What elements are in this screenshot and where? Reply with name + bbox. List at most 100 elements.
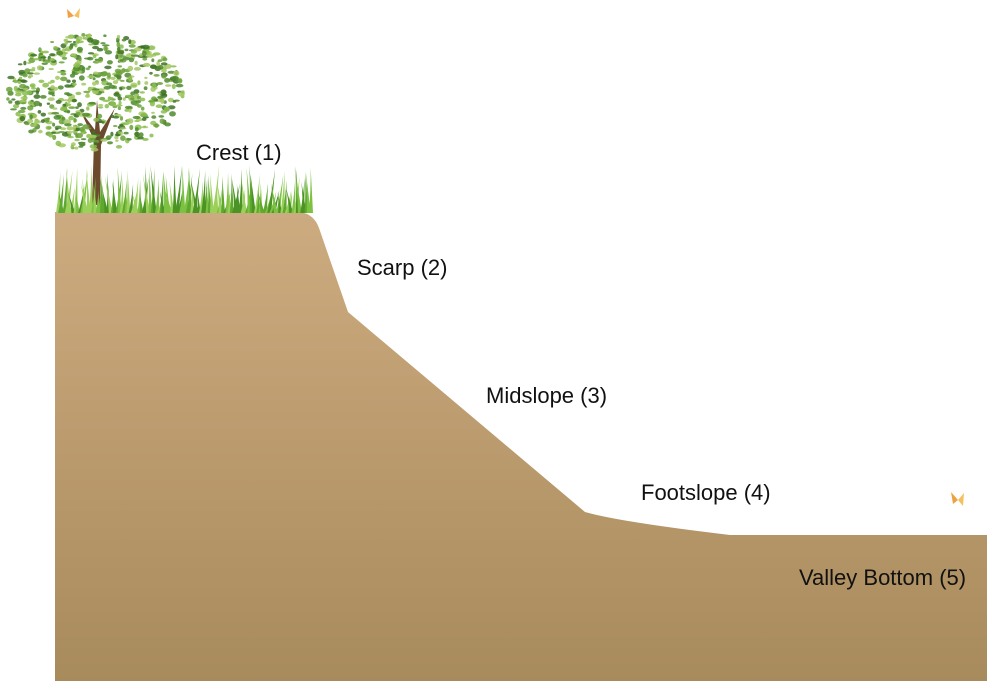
leaf — [92, 54, 97, 59]
leaf — [79, 143, 86, 146]
leaf — [115, 139, 119, 142]
leaf — [46, 102, 51, 105]
leaf — [13, 80, 18, 84]
leaf — [133, 89, 140, 94]
leaf — [53, 115, 62, 120]
grass-blade — [89, 165, 93, 213]
leaf — [97, 106, 104, 109]
leaf — [47, 81, 52, 85]
leaf — [97, 113, 103, 119]
leaf — [24, 122, 30, 126]
grass-blade — [66, 167, 71, 213]
leaf — [48, 132, 54, 138]
leaf — [92, 45, 99, 50]
leaf — [67, 111, 70, 114]
leaf — [92, 139, 100, 144]
leaf — [71, 82, 77, 86]
leaf — [151, 83, 157, 88]
leaf — [55, 75, 60, 80]
leaf — [119, 123, 124, 127]
leaf — [35, 90, 40, 95]
grass-blade — [267, 169, 276, 213]
grass-blade — [291, 176, 296, 213]
leaf — [30, 84, 35, 87]
leaf — [173, 99, 180, 102]
label: Midslope (3) — [486, 383, 607, 408]
leaf — [124, 108, 130, 112]
grass-blade — [164, 189, 173, 213]
leaf — [73, 117, 77, 123]
leaf — [30, 123, 37, 127]
leaf — [140, 112, 148, 117]
leaf — [156, 61, 160, 67]
leaf — [56, 71, 65, 74]
leaf — [18, 69, 26, 75]
leaf — [50, 41, 55, 43]
leaf — [86, 106, 90, 111]
leaf — [23, 60, 27, 66]
leaf — [121, 68, 126, 73]
leaf — [113, 125, 118, 127]
leaf — [151, 111, 155, 114]
grass-blade — [62, 167, 68, 213]
leaf — [124, 94, 132, 98]
leaf — [65, 36, 73, 39]
grass-blade — [95, 190, 100, 213]
leaf — [117, 47, 121, 52]
leaf — [15, 90, 23, 94]
leaf — [59, 107, 68, 112]
leaf — [139, 97, 146, 102]
leaf — [108, 97, 114, 100]
leaf — [117, 106, 121, 111]
leaf — [96, 47, 104, 52]
leaf — [33, 94, 41, 99]
grass-blade — [210, 173, 214, 213]
grass-blade — [112, 181, 118, 213]
leaf — [40, 95, 47, 99]
leaf — [152, 52, 161, 56]
leaf — [137, 80, 141, 86]
leaf — [120, 135, 126, 141]
leaf — [146, 53, 154, 58]
leaf — [127, 65, 134, 72]
leaf — [28, 129, 34, 134]
leaf — [20, 79, 26, 83]
leaf — [128, 44, 136, 48]
grass-blade — [104, 176, 113, 213]
leaf — [98, 104, 104, 107]
leaf — [141, 44, 150, 50]
leaf — [143, 86, 148, 91]
leaf — [106, 82, 113, 86]
leaf — [116, 78, 122, 81]
grass-blade — [250, 174, 256, 213]
leaf — [58, 61, 65, 64]
leaf — [96, 58, 103, 62]
leaf — [78, 56, 82, 62]
leaf — [20, 106, 27, 110]
grass-blade — [148, 169, 153, 213]
leaf — [164, 78, 171, 83]
leaf — [15, 111, 21, 117]
leaf — [114, 135, 119, 140]
leaf — [93, 142, 98, 146]
leaf — [41, 62, 48, 65]
leaf — [157, 64, 164, 70]
grass-blade — [285, 187, 294, 213]
leaf — [132, 115, 141, 120]
butterfly — [67, 8, 80, 18]
leaf — [134, 131, 140, 138]
leaf — [123, 131, 129, 135]
leaf — [119, 59, 124, 62]
leaf — [64, 123, 72, 127]
leaf — [116, 35, 121, 39]
leaf — [81, 33, 86, 37]
grass-blade — [309, 167, 313, 213]
leaf — [73, 41, 76, 44]
leaf — [8, 100, 13, 104]
grass-blade — [282, 180, 287, 213]
leaf — [87, 138, 93, 143]
leaf — [158, 115, 165, 118]
leaf — [106, 60, 113, 65]
grass-blade — [240, 176, 247, 213]
leaf — [19, 83, 27, 89]
